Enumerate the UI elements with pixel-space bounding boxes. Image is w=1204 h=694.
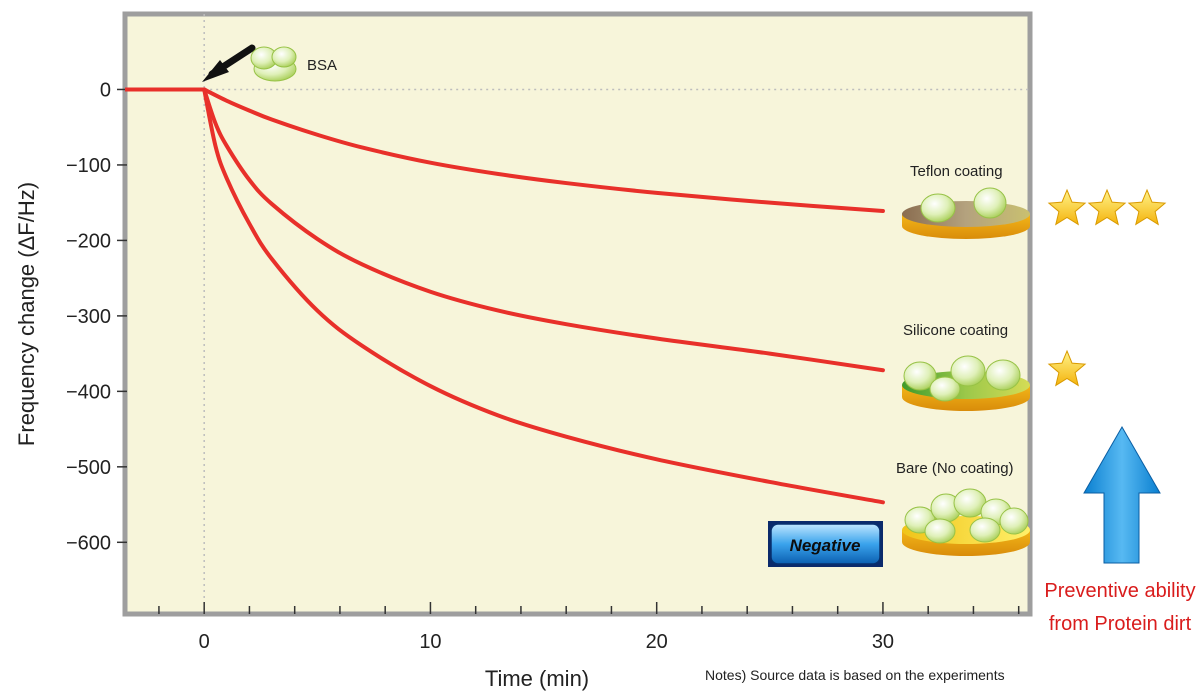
series-label-bare: Bare (No coating)	[896, 460, 1014, 477]
star-icon	[1087, 188, 1127, 226]
y-axis-label: Frequency change (ΔF/Hz)	[14, 182, 39, 446]
series-line-teflon	[202, 87, 885, 213]
series-line-silicone	[202, 87, 885, 373]
x-axis-ticks: 0 10 20 30	[158, 602, 1020, 653]
y-tick-label: 0	[100, 79, 111, 101]
star-icon	[1047, 188, 1087, 226]
y-tick-label: −300	[66, 306, 111, 328]
bsa-label: BSA	[307, 57, 337, 74]
x-tick-label: 20	[646, 631, 668, 653]
arrow-label-line1: Preventive ability	[1044, 580, 1195, 602]
x-tick-label: 30	[872, 631, 894, 653]
y-tick-label: −100	[66, 155, 111, 177]
y-tick-label: −500	[66, 457, 111, 479]
star-icon	[1047, 349, 1087, 387]
y-tick-label: −600	[66, 532, 111, 554]
x-axis-label: Time (min)	[485, 666, 589, 691]
series-label-silicone: Silicone coating	[903, 322, 1008, 339]
teflon-sensor-disc-icon	[902, 187, 1030, 239]
negative-badge: Negative	[768, 521, 883, 567]
x-tick-label: 0	[199, 631, 210, 653]
y-axis-ticks: 0 −100 −200 −300 −400 −500 −600	[66, 79, 127, 554]
y-tick-label: −200	[66, 230, 111, 252]
preventive-ability-arrow-icon	[1083, 425, 1161, 564]
x-tick-label: 10	[419, 631, 441, 653]
rating-stars	[1047, 188, 1167, 387]
source-note: Notes) Source data is based on the exper…	[705, 667, 1005, 683]
silicone-sensor-disc-icon	[902, 355, 1030, 411]
bare-sensor-disc-icon	[902, 488, 1030, 556]
arrow-label-line2: from Protein dirt	[1049, 613, 1192, 635]
star-icon	[1127, 188, 1167, 226]
bsa-protein-icon	[250, 46, 297, 82]
series-label-teflon: Teflon coating	[910, 163, 1003, 180]
svg-text:Negative: Negative	[790, 536, 861, 555]
y-tick-label: −400	[66, 381, 111, 403]
plot-area	[122, 11, 1033, 617]
series-group	[125, 87, 885, 505]
injection-arrow-icon	[202, 44, 256, 82]
series-line-bare	[202, 87, 885, 505]
